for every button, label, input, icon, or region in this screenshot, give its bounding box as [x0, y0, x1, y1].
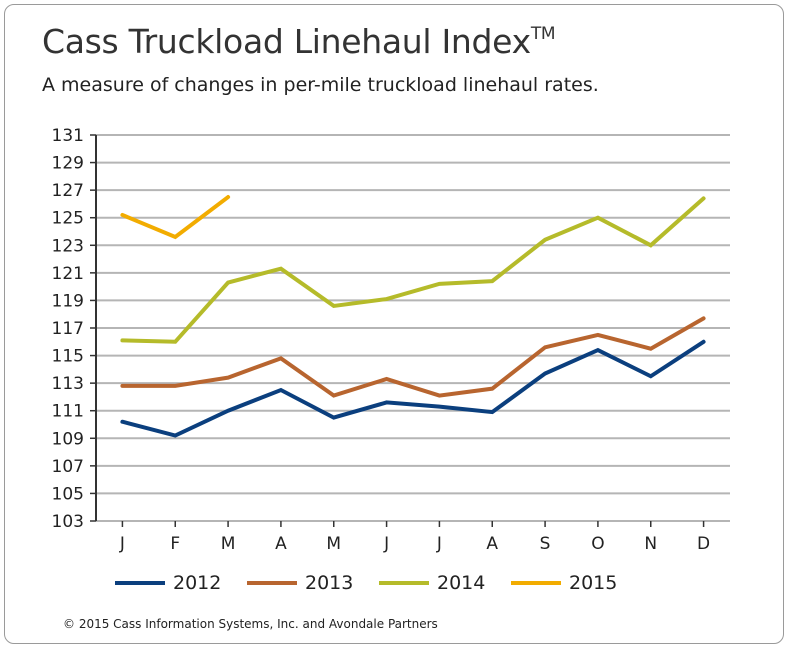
- y-tick-label: 109: [52, 429, 84, 449]
- x-tick-label: A: [275, 534, 287, 554]
- y-tick-label: 119: [52, 291, 84, 311]
- chart-title: Cass Truckload Linehaul IndexTM: [42, 22, 556, 61]
- y-tick-label: 121: [52, 264, 84, 284]
- x-tick-label: S: [540, 534, 551, 554]
- legend-label: 2012: [173, 572, 222, 594]
- y-tick-label: 125: [52, 209, 84, 229]
- y-tick-label: 105: [52, 484, 84, 504]
- legend-swatch: [379, 581, 429, 585]
- chart-frame: [4, 4, 784, 644]
- y-tick-label: 123: [52, 236, 84, 256]
- copyright-footer: © 2015 Cass Information Systems, Inc. an…: [63, 617, 438, 631]
- legend-label: 2015: [569, 572, 618, 594]
- series-line-2015: [120, 195, 231, 240]
- legend-item-2015: 2015: [511, 572, 643, 594]
- title-text: Cass Truckload Linehaul Index: [42, 22, 531, 61]
- y-tick-label: 129: [52, 154, 84, 174]
- x-tick-label: J: [119, 534, 125, 554]
- legend-item-2014: 2014: [379, 572, 511, 594]
- series-line-2013: [120, 316, 706, 398]
- x-tick-label: M: [221, 534, 236, 554]
- legend-swatch: [511, 581, 561, 585]
- x-tick-label: M: [326, 534, 341, 554]
- x-tick-label: J: [383, 534, 389, 554]
- legend-swatch: [115, 581, 165, 585]
- x-tick-label: D: [697, 534, 710, 554]
- legend-label: 2013: [305, 572, 354, 594]
- y-tick-label: 103: [52, 512, 84, 532]
- y-tick-label: 107: [52, 457, 84, 477]
- trademark-mark: TM: [530, 24, 556, 44]
- legend-swatch: [247, 581, 297, 585]
- y-tick-label: 127: [52, 181, 84, 201]
- x-tick-label: A: [486, 534, 498, 554]
- y-tick-label: 117: [52, 319, 84, 339]
- legend-label: 2014: [437, 572, 486, 594]
- legend-item-2013: 2013: [247, 572, 379, 594]
- y-tick-label: 113: [52, 374, 84, 394]
- series-line-2014: [120, 196, 706, 344]
- y-tick-label: 115: [52, 347, 84, 367]
- x-tick-label: F: [170, 534, 180, 554]
- x-tick-label: J: [436, 534, 442, 554]
- chart-subtitle: A measure of changes in per-mile trucklo…: [42, 74, 599, 96]
- legend-item-2012: 2012: [115, 572, 247, 594]
- x-tick-label: N: [644, 534, 657, 554]
- x-tick-label: O: [591, 534, 604, 554]
- legend: 2012 2013 2014 2015: [115, 572, 643, 594]
- y-tick-label: 111: [52, 402, 84, 422]
- series-line-2012: [120, 339, 706, 438]
- y-tick-label: 131: [52, 126, 84, 146]
